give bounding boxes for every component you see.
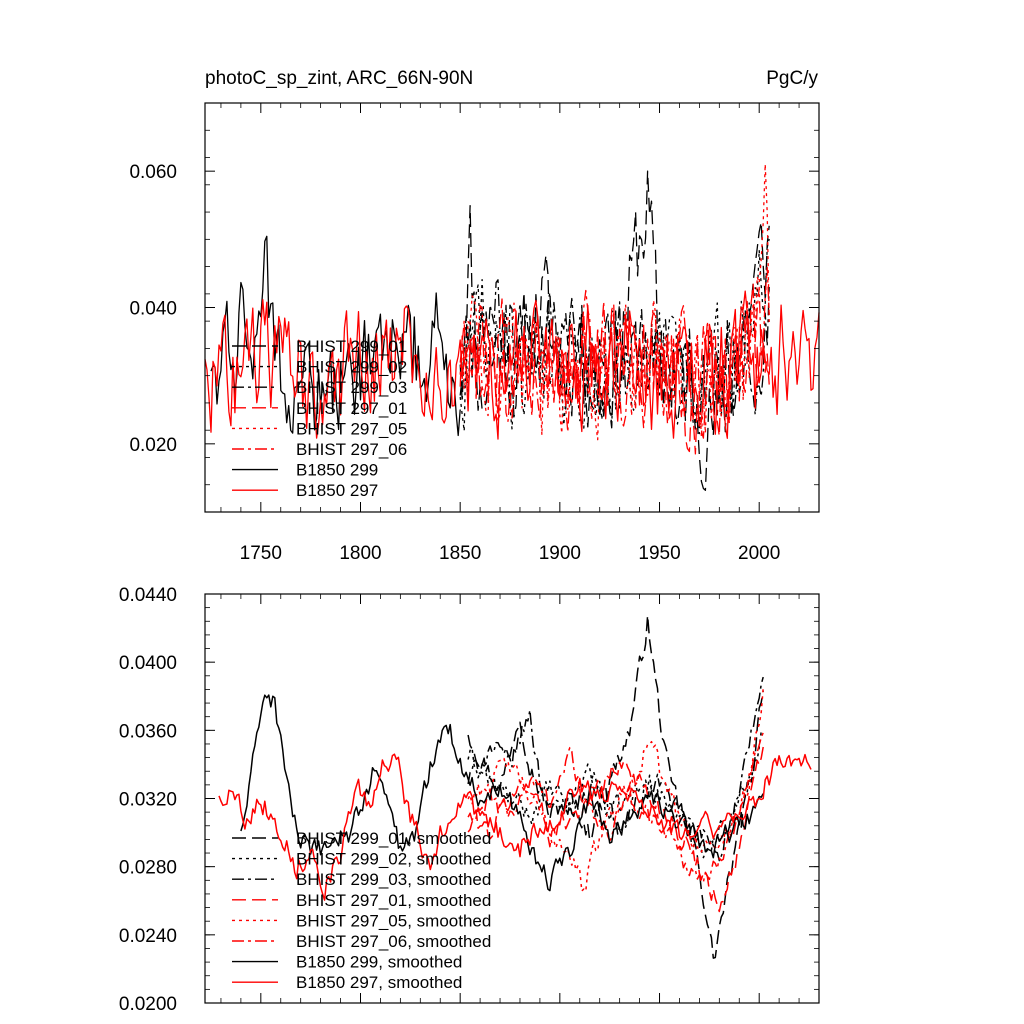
top-legend-label: B1850 299 bbox=[296, 461, 378, 480]
bottom-series-6 bbox=[467, 732, 764, 883]
top-legend-label: BHIST 299_01 bbox=[296, 337, 407, 356]
bottom-legend-label: BHIST 299_01, smoothed bbox=[296, 829, 491, 848]
top-xtick-label: 2000 bbox=[738, 543, 780, 564]
top-xtick-label: 1950 bbox=[638, 543, 680, 564]
top-ytick-label: 0.040 bbox=[129, 299, 177, 320]
bottom-ytick-label: 0.0200 bbox=[119, 994, 177, 1015]
bottom-legend-label: BHIST 299_02, smoothed bbox=[296, 850, 491, 869]
top-xtick-label: 1850 bbox=[439, 543, 481, 564]
top-legend-label: BHIST 297_06 bbox=[296, 440, 407, 459]
top-series-layer bbox=[204, 163, 820, 491]
bottom-plot-frame bbox=[204, 593, 820, 1004]
bottom-legend-label: BHIST 297_06, smoothed bbox=[296, 932, 491, 951]
bottom-series-7 bbox=[240, 694, 764, 892]
top-xtick-label: 1800 bbox=[339, 543, 381, 564]
bottom-legend-label: B1850 297, smoothed bbox=[296, 973, 462, 992]
top-legend-label: BHIST 297_01 bbox=[296, 399, 407, 418]
top-axes: 0.020 0.040 0.060 1750 1800 1850 1900 1950 2000 bbox=[129, 102, 820, 564]
bottom-ytick-label: 0.0440 bbox=[119, 585, 177, 606]
bottom-legend-label: BHIST 299_03, smoothed bbox=[296, 870, 491, 889]
bottom-series-1 bbox=[467, 614, 764, 959]
bottom-series-layer bbox=[218, 614, 812, 959]
bottom-legend-label: BHIST 297_05, smoothed bbox=[296, 911, 491, 930]
top-ytick-label: 0.020 bbox=[129, 435, 177, 456]
top-xtick-label: 1750 bbox=[240, 543, 282, 564]
bottom-series-3 bbox=[467, 676, 764, 862]
bottom-series-8 bbox=[218, 753, 812, 901]
bottom-ytick-label: 0.0280 bbox=[119, 858, 177, 879]
bottom-series-5 bbox=[467, 688, 764, 892]
bottom-ytick-label: 0.0400 bbox=[119, 653, 177, 674]
top-series-2 bbox=[459, 238, 770, 435]
top-plot-frame bbox=[204, 102, 820, 513]
bottom-series-4 bbox=[467, 746, 764, 913]
top-title-right: PgC/y bbox=[766, 68, 818, 89]
top-panel: photoC_sp_zint, ARC_66N-90N PgC/y 0.0200… bbox=[129, 68, 820, 564]
top-series-8 bbox=[204, 290, 820, 440]
bottom-ytick-label: 0.0320 bbox=[119, 790, 177, 811]
bottom-ytick-label: 0.0360 bbox=[119, 721, 177, 742]
top-xtick-label: 1900 bbox=[539, 543, 581, 564]
bottom-series-2 bbox=[467, 730, 764, 859]
top-ytick-label: 0.060 bbox=[129, 162, 177, 183]
bottom-axes: 0.0200 0.0240 0.0280 0.0320 0.0360 0.0400 0.04… bbox=[119, 585, 820, 1015]
top-legend-label: BHIST 297_05 bbox=[296, 419, 407, 438]
bottom-legend: BHIST 299_01, smoothed BHIST 299_02, smoo… bbox=[232, 829, 491, 992]
bottom-legend-label: B1850 299, smoothed bbox=[296, 953, 462, 972]
bottom-legend-label: BHIST 297_01, smoothed bbox=[296, 891, 491, 910]
top-legend-label: B1850 297 bbox=[296, 481, 378, 500]
top-series-6 bbox=[459, 266, 770, 433]
top-title-left: photoC_sp_zint, ARC_66N-90N bbox=[205, 68, 473, 89]
top-legend-label: BHIST 299_03 bbox=[296, 378, 407, 397]
bottom-panel: 0.0200 0.0240 0.0280 0.0320 0.0360 0.0400 0.04… bbox=[119, 585, 820, 1015]
bottom-ytick-label: 0.0240 bbox=[119, 926, 177, 947]
top-legend-label: BHIST 299_02 bbox=[296, 358, 407, 377]
